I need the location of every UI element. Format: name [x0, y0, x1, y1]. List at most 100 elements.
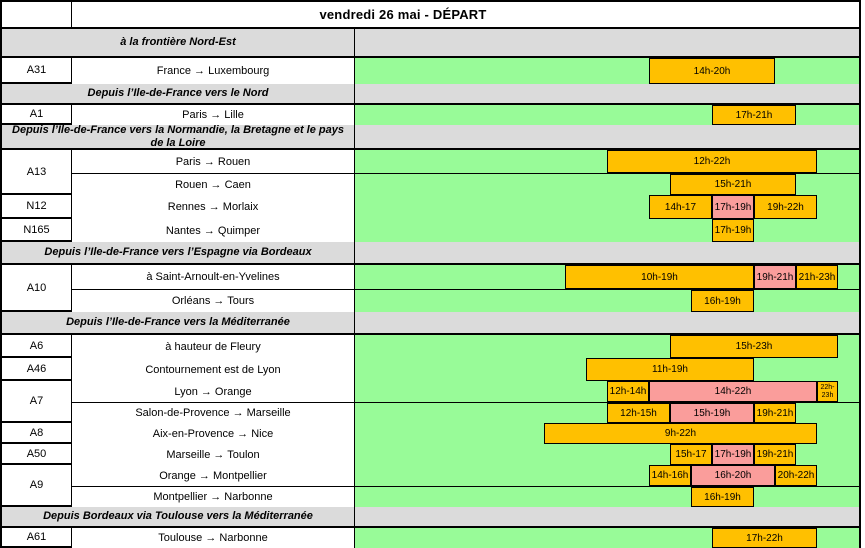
- road-group: A61 Toulouse → Narbonne 17h-22h: [2, 526, 859, 548]
- traffic-segment: 12h-14h: [607, 381, 649, 402]
- traffic-segment: 16h-20h: [691, 465, 775, 486]
- route-rows: Nantes → Quimper 17h-19h: [72, 219, 859, 242]
- road-group: A50 Marseille → Toulon 15h-17 17h-19h 19h-21…: [2, 442, 859, 465]
- road-number: A46: [2, 358, 72, 379]
- corner-cell: [2, 2, 72, 27]
- section-timeline-filler: [355, 507, 859, 526]
- road-group: A10 à Saint-Arnoult-en-Yvelines 10h-19h 19h…: [2, 263, 859, 312]
- section-label: Depuis l’Ile-de-France vers la Méditerra…: [2, 312, 355, 333]
- section-label: Depuis l’Ile-de-France vers l’Espagne vi…: [2, 242, 355, 263]
- section-header: Depuis l’Ile-de-France vers la Normandie…: [2, 123, 859, 149]
- road-group: A13 Paris → Rouen 12h-22h Rouen → Caen 15h-2…: [2, 148, 859, 195]
- road-number: A10: [2, 265, 72, 310]
- section-header: à la frontière Nord-Est: [2, 27, 859, 56]
- timeline-cell: 9h-22h: [355, 423, 859, 444]
- road-group: A8 Aix-en-Provence → Nice 9h-22h: [2, 421, 859, 444]
- traffic-segment: 14h-22h: [649, 381, 817, 402]
- traffic-segment: 16h-19h: [691, 487, 754, 507]
- road-group: A9 Orange → Montpellier 14h-16h 16h-20h 20h-…: [2, 463, 859, 507]
- timeline-cell: 16h-19h: [355, 487, 859, 507]
- traffic-segment: 15h-17: [670, 444, 712, 465]
- title-row: vendredi 26 mai - DÉPART: [2, 2, 859, 27]
- road-number: A61: [2, 528, 72, 546]
- road-group: A31 France → Luxembourg 14h-20h: [2, 56, 859, 84]
- route-label: Montpellier → Narbonne: [72, 487, 355, 507]
- route-row: Marseille → Toulon 15h-17 17h-19h 19h-21h: [72, 444, 859, 465]
- traffic-segment: 17h-19h: [712, 195, 754, 219]
- traffic-segment: 15h-19h: [670, 403, 754, 423]
- route-label: à hauteur de Fleury: [72, 335, 355, 358]
- route-rows: Orange → Montpellier 14h-16h 16h-20h 20h-22…: [72, 465, 859, 507]
- route-row: Nantes → Quimper 17h-19h: [72, 219, 859, 242]
- traffic-segment: 20h-22h: [775, 465, 817, 486]
- route-row: Paris → Rouen 12h-22h: [72, 150, 859, 173]
- section-label: Depuis l’Ile-de-France vers le Nord: [2, 84, 355, 103]
- timeline-cell: 12h-22h: [355, 150, 859, 173]
- route-label: à Saint-Arnoult-en-Yvelines: [72, 265, 355, 289]
- timeline-cell: 15h-23h: [355, 335, 859, 358]
- route-rows: Aix-en-Provence → Nice 9h-22h: [72, 423, 859, 444]
- traffic-segment: 14h-17: [649, 195, 712, 219]
- traffic-segment: 12h-15h: [607, 403, 670, 423]
- section-timeline-filler: [355, 84, 859, 103]
- traffic-segment: 15h-23h: [670, 335, 838, 358]
- road-number: A13: [2, 150, 72, 193]
- route-label: Paris → Lille: [72, 105, 355, 125]
- route-row: France → Luxembourg 14h-20h: [72, 58, 859, 84]
- traffic-segment: 17h-22h: [712, 528, 817, 548]
- route-rows: France → Luxembourg 14h-20h: [72, 58, 859, 84]
- section-header: Depuis l’Ile-de-France vers la Méditerra…: [2, 310, 859, 333]
- road-group: N165 Nantes → Quimper 17h-19h: [2, 217, 859, 242]
- route-label: Paris → Rouen: [72, 150, 355, 173]
- traffic-segment: 14h-20h: [649, 58, 775, 84]
- section-header: Depuis l’Ile-de-France vers le Nord: [2, 82, 859, 103]
- route-label: Orléans → Tours: [72, 290, 355, 312]
- route-label: Rouen → Caen: [72, 174, 355, 195]
- road-number: A50: [2, 444, 72, 463]
- road-number: N12: [2, 195, 72, 217]
- route-rows: Marseille → Toulon 15h-17 17h-19h 19h-21h: [72, 444, 859, 465]
- traffic-segment: 10h-19h: [565, 265, 754, 289]
- route-label: Toulouse → Narbonne: [72, 528, 355, 548]
- route-row: Paris → Lille 17h-21h: [72, 105, 859, 125]
- timeline-cell: 16h-19h: [355, 290, 859, 312]
- timeline-cell: 12h-14h 14h-22h 22h-23h: [355, 381, 859, 402]
- route-rows: Paris → Rouen 12h-22h Rouen → Caen 15h-21h: [72, 150, 859, 195]
- section-label: Depuis l’Ile-de-France vers la Normandie…: [2, 124, 355, 149]
- timeline-cell: 15h-17 17h-19h 19h-21h: [355, 444, 859, 465]
- timeline-cell: 14h-20h: [355, 58, 859, 84]
- route-rows: Lyon → Orange 12h-14h 14h-22h 22h-23h Salon-…: [72, 381, 859, 423]
- route-label: Salon-de-Provence → Marseille: [72, 403, 355, 423]
- road-number: A6: [2, 335, 72, 356]
- traffic-segment: 17h-19h: [712, 444, 754, 465]
- section-label: à la frontière Nord-Est: [2, 29, 355, 56]
- section-timeline-filler: [355, 125, 859, 148]
- traffic-segment: 12h-22h: [607, 150, 817, 173]
- road-number: A31: [2, 58, 72, 82]
- route-row: Aix-en-Provence → Nice 9h-22h: [72, 423, 859, 444]
- traffic-segment: 17h-19h: [712, 219, 754, 242]
- section-timeline-filler: [355, 312, 859, 333]
- route-label: Orange → Montpellier: [72, 465, 355, 486]
- route-row: Salon-de-Provence → Marseille 12h-15h 15h-…: [72, 402, 859, 423]
- route-rows: à Saint-Arnoult-en-Yvelines 10h-19h 19h-21…: [72, 265, 859, 312]
- route-row: Rennes → Morlaix 14h-17 17h-19h 19h-22h: [72, 195, 859, 219]
- timeline-cell: 14h-16h 16h-20h 20h-22h: [355, 465, 859, 486]
- section-timeline-filler: [355, 242, 859, 263]
- traffic-segment: 19h-21h: [754, 444, 796, 465]
- route-label: Rennes → Morlaix: [72, 195, 355, 219]
- route-label: Nantes → Quimper: [72, 219, 355, 242]
- road-number: A7: [2, 381, 72, 421]
- traffic-segment: 14h-16h: [649, 465, 691, 486]
- traffic-segment: 11h-19h: [586, 358, 754, 381]
- traffic-segment: 15h-21h: [670, 174, 796, 195]
- traffic-segment: 21h-23h: [796, 265, 838, 289]
- route-row: Orange → Montpellier 14h-16h 16h-20h 20h-22…: [72, 465, 859, 486]
- traffic-segment: 19h-22h: [754, 195, 817, 219]
- route-label: Lyon → Orange: [72, 381, 355, 402]
- route-label: Contournement est de Lyon: [72, 358, 355, 381]
- route-rows: Contournement est de Lyon 11h-19h: [72, 358, 859, 381]
- route-rows: Rennes → Morlaix 14h-17 17h-19h 19h-22h: [72, 195, 859, 219]
- route-rows: Toulouse → Narbonne 17h-22h: [72, 528, 859, 548]
